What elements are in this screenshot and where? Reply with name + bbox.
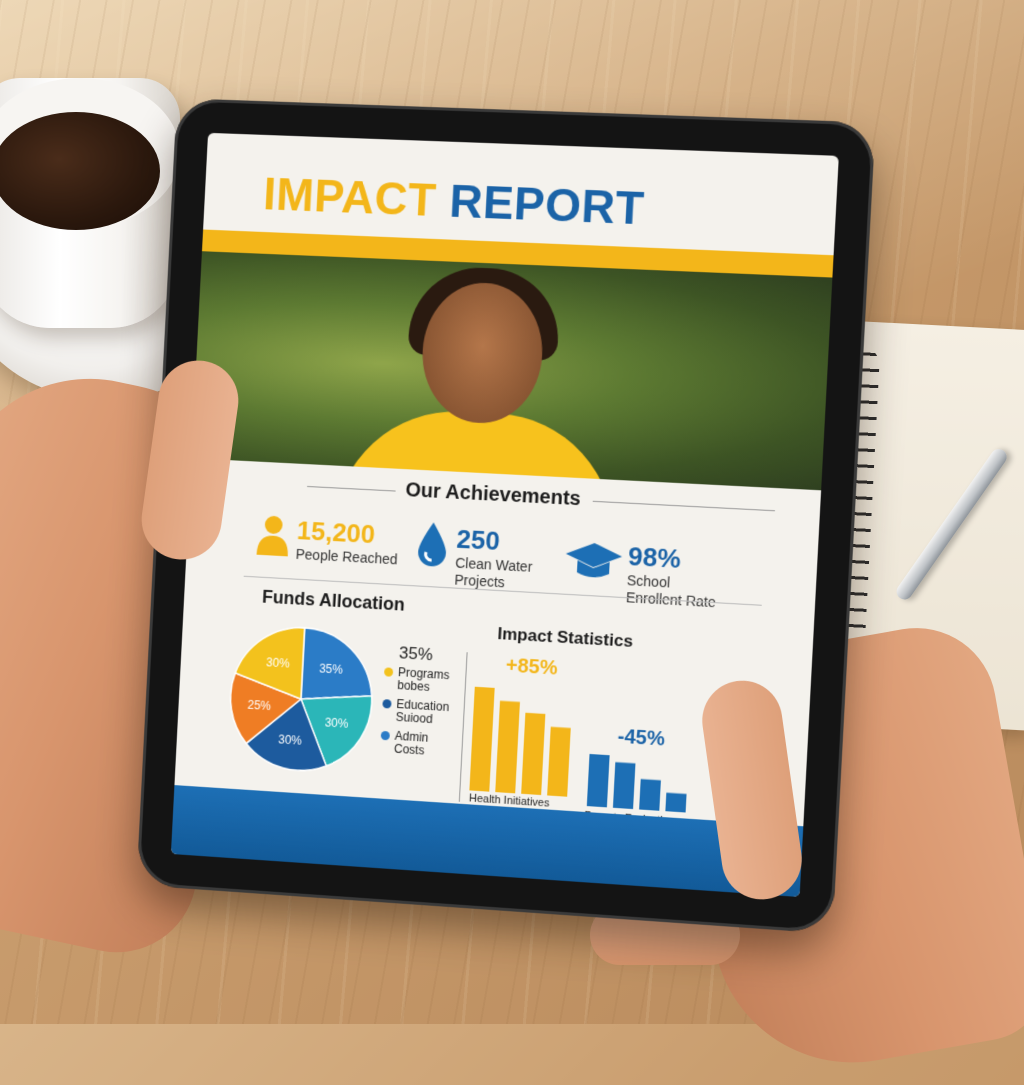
hero-photo bbox=[191, 251, 832, 490]
pie-slice-label: 35% bbox=[319, 661, 344, 676]
stat-school-value: 98% bbox=[627, 541, 718, 577]
report-title-report: REPORT bbox=[448, 175, 645, 235]
report-title: IMPACT REPORT bbox=[262, 167, 646, 236]
bar bbox=[613, 762, 636, 809]
impact-statistics-heading: Impact Statistics bbox=[497, 624, 633, 652]
bar bbox=[495, 701, 520, 794]
stat-water-value: 250 bbox=[456, 524, 535, 559]
legend-dot-programs bbox=[384, 667, 393, 676]
report-title-impact: IMPACT bbox=[262, 168, 438, 226]
graduation-cap-icon bbox=[562, 540, 624, 583]
funds-allocation-heading: Funds Allocation bbox=[262, 587, 406, 616]
achievements-heading: Our Achievements bbox=[405, 479, 581, 511]
bar bbox=[469, 687, 494, 792]
stat-clean-water: 250 Clean Water Projects bbox=[454, 524, 534, 593]
legend-dot-education bbox=[382, 699, 391, 708]
health-change: +85% bbox=[505, 655, 558, 681]
stat-people-reached: 15,200 People Reached bbox=[295, 515, 399, 568]
funds-pie-chart: 35% 30% 30% 25% 30% bbox=[224, 621, 379, 778]
people-icon bbox=[253, 513, 294, 559]
bar bbox=[547, 727, 571, 797]
pie-slice-label: 30% bbox=[266, 655, 291, 670]
pie-slice-label: 25% bbox=[247, 698, 272, 713]
legend-education: Education Suiood bbox=[395, 698, 449, 727]
poverty-change-value: -45% bbox=[617, 726, 665, 752]
health-change-value: +85% bbox=[505, 655, 558, 681]
legend-programs: Programs bobes bbox=[397, 666, 450, 695]
legend-dot-admin bbox=[381, 731, 390, 740]
legend-top-value: 35% bbox=[399, 646, 433, 661]
legend-admin: Admin Costs bbox=[394, 730, 429, 758]
pie-slice-label: 30% bbox=[324, 715, 349, 730]
pie-slice-label: 30% bbox=[278, 733, 303, 748]
bar bbox=[639, 779, 661, 811]
achievements-rule-right bbox=[593, 501, 775, 511]
bar-chart-axis bbox=[459, 652, 468, 802]
water-drop-icon bbox=[413, 520, 451, 572]
poverty-change: -45% bbox=[617, 726, 665, 752]
legend-admin-line2: Costs bbox=[394, 743, 428, 758]
bar bbox=[587, 754, 610, 807]
bar bbox=[665, 793, 686, 813]
health-bar-chart bbox=[469, 683, 584, 798]
poverty-bar-chart bbox=[587, 750, 701, 813]
achievements-rule-left bbox=[307, 486, 396, 492]
bar bbox=[521, 713, 545, 795]
